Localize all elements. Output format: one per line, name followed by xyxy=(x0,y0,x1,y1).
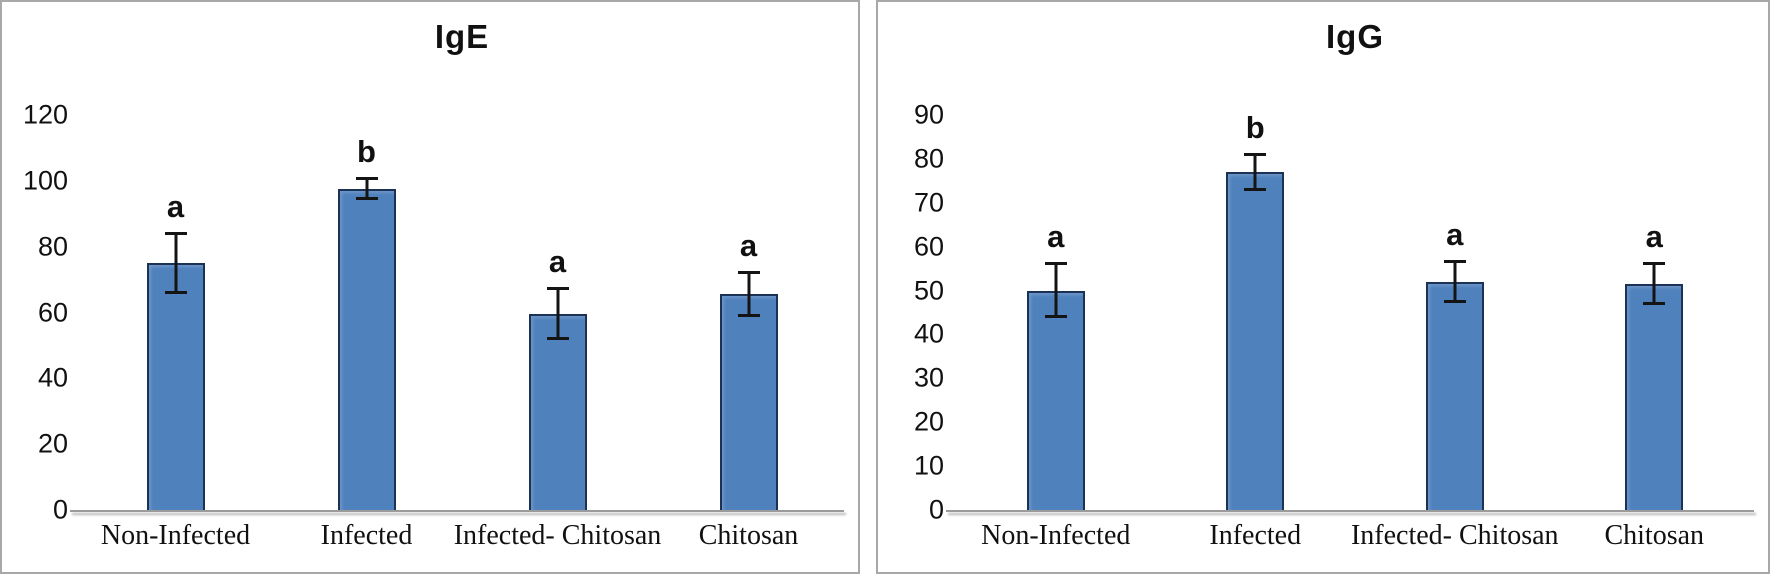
y-axis-igg: 0 10 20 30 40 50 60 70 80 90 xyxy=(886,101,944,523)
bar xyxy=(146,263,205,510)
category-slot: a Non-Infected xyxy=(956,115,1156,549)
plot-area-ige: a Non-Infected b Infected a Infected- Chitosa… xyxy=(70,115,844,550)
significance-letter: a xyxy=(1645,219,1663,255)
error-bar-cap-top xyxy=(1244,152,1267,156)
category-slot: b Infected xyxy=(1156,109,1356,550)
significance-letter: a xyxy=(1446,217,1464,253)
y-tick-label: 40 xyxy=(37,362,68,393)
x-axis-line xyxy=(946,510,1754,512)
y-tick-label: 10 xyxy=(913,450,944,481)
y-tick-label: 50 xyxy=(913,275,944,306)
bar xyxy=(528,314,587,510)
error-bar-cap-bottom xyxy=(164,290,187,294)
y-tick-label: 70 xyxy=(913,187,944,218)
significance-letter: b xyxy=(1245,109,1265,145)
category-slot: a Non-Infected xyxy=(80,115,271,550)
bar xyxy=(1226,172,1285,510)
x-category-label: Chitosan xyxy=(698,520,799,551)
y-tick-label: 80 xyxy=(37,231,68,262)
bar xyxy=(719,294,778,510)
error-bar-cap-top xyxy=(1044,262,1067,266)
bar-slots-igg: a Non-Infected b Infected a Infected- Chitosa… xyxy=(956,109,1755,550)
error-bar-cap-top xyxy=(1443,260,1466,264)
y-tick-label: 0 xyxy=(52,494,68,525)
x-axis-line xyxy=(70,510,844,512)
error-bar-line xyxy=(365,179,368,199)
y-tick-label: 60 xyxy=(913,231,944,262)
plot-area-igg: a Non-Infected b Infected a Infected- Chitosa… xyxy=(946,109,1755,550)
error-bar-line xyxy=(1453,262,1457,302)
category-slot: b Infected xyxy=(271,115,462,549)
error-bar-line xyxy=(747,273,750,316)
category-slot: a Chitosan xyxy=(1555,115,1755,549)
x-category-label: Non-Infected xyxy=(981,520,1131,551)
error-bar-cap-bottom xyxy=(1044,314,1067,318)
y-tick-label: 80 xyxy=(913,143,944,174)
error-bar-line xyxy=(1054,264,1058,317)
y-tick-label: 90 xyxy=(913,99,944,130)
error-bar-cap-bottom xyxy=(546,336,569,340)
y-tick-label: 100 xyxy=(22,165,68,196)
category-slot: a Infected- Chitosan xyxy=(1351,115,1559,549)
chart-title-igg: IgG xyxy=(1326,18,1384,55)
significance-letter: a xyxy=(166,188,185,224)
error-bar-cap-top xyxy=(164,231,187,235)
error-bar-cap-bottom xyxy=(1244,187,1267,191)
x-category-label: Infected xyxy=(1209,520,1302,551)
error-bar-cap-top xyxy=(546,287,569,291)
category-slot: a Infected- Chitosan xyxy=(454,115,662,549)
error-bar-line xyxy=(556,289,559,339)
error-bar-line xyxy=(1253,154,1257,190)
x-category-label: Infected- Chitosan xyxy=(1350,520,1559,551)
bar xyxy=(1625,283,1684,510)
igg-chart-panel: IgG 0 10 20 30 40 50 60 70 80 90 a Non-Infected b In… xyxy=(876,0,1770,574)
error-bar-line xyxy=(1652,264,1656,304)
x-category-label: Infected xyxy=(320,520,413,551)
bar xyxy=(1026,290,1085,510)
error-bar-cap-bottom xyxy=(355,196,378,200)
y-tick-label: 20 xyxy=(37,428,68,459)
y-tick-label: 120 xyxy=(22,99,68,130)
significance-letter: b xyxy=(357,134,376,170)
x-category-label: Non-Infected xyxy=(100,520,251,551)
y-tick-label: 20 xyxy=(913,406,944,437)
significance-letter: a xyxy=(548,244,567,280)
bar-slots-ige: a Non-Infected b Infected a Infected- Chitosa… xyxy=(80,115,844,550)
category-slot: a Chitosan xyxy=(653,115,844,550)
x-category-label: Infected- Chitosan xyxy=(453,520,662,551)
error-bar-cap-bottom xyxy=(737,313,760,317)
ige-chart-panel: IgE 0 20 40 60 80 100 120 a Non-Infected b Infect… xyxy=(0,0,860,574)
significance-letter: a xyxy=(1047,219,1065,255)
x-category-label: Chitosan xyxy=(1604,520,1705,551)
y-tick-label: 0 xyxy=(928,494,944,525)
error-bar-cap-top xyxy=(737,271,760,274)
bar xyxy=(1425,281,1484,510)
bar xyxy=(337,189,396,510)
error-bar-cap-bottom xyxy=(1643,301,1666,305)
error-bar-line xyxy=(174,233,177,293)
y-tick-label: 60 xyxy=(37,297,68,327)
y-tick-label: 30 xyxy=(913,362,944,393)
error-bar-cap-top xyxy=(1643,262,1666,266)
y-axis-ige: 0 20 40 60 80 100 120 xyxy=(10,101,68,523)
error-bar-cap-top xyxy=(355,177,378,181)
significance-letter: a xyxy=(739,228,758,263)
error-bar-cap-bottom xyxy=(1443,299,1466,303)
chart-title-ige: IgE xyxy=(434,18,490,55)
y-tick-label: 40 xyxy=(913,318,944,349)
